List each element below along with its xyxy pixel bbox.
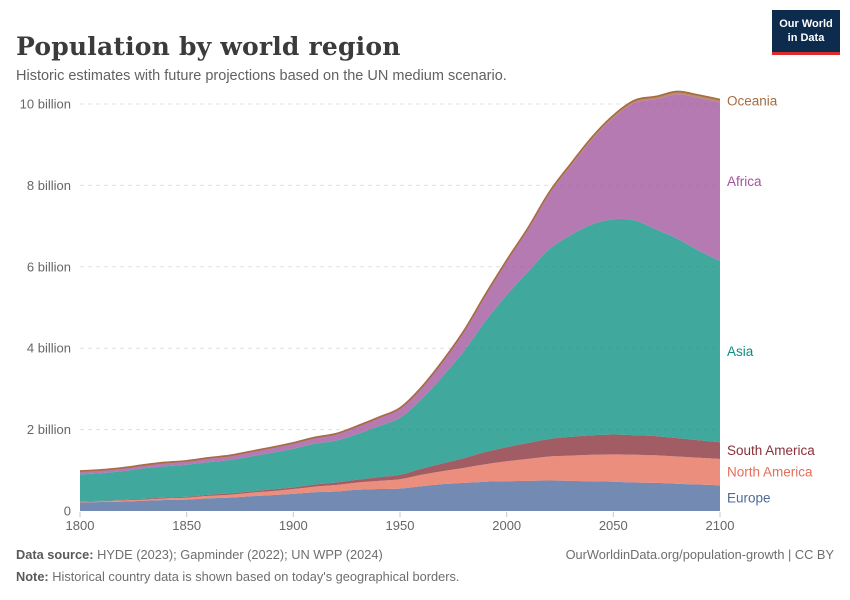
area-europe — [80, 480, 720, 511]
x-axis-label: 2100 — [706, 518, 735, 533]
total-top-line — [79, 90, 721, 472]
series-label-asia: Asia — [727, 344, 754, 359]
x-axis-label: 1850 — [172, 518, 201, 533]
x-axis-label: 1950 — [386, 518, 415, 533]
area-africa — [80, 94, 720, 475]
owid-logo-line2: in Data — [787, 32, 825, 45]
area-south-america — [80, 434, 720, 502]
series-label-europe: Europe — [727, 491, 771, 506]
note-text: Historical country data is shown based o… — [48, 569, 460, 584]
owid-logo: Our World in Data — [772, 10, 840, 55]
data-source-text: HYDE (2023); Gapminder (2022); UN WPP (2… — [93, 547, 383, 562]
footer-source-line: Data source: HYDE (2023); Gapminder (202… — [16, 547, 834, 562]
x-axis-label: 2000 — [492, 518, 521, 533]
x-axis-label: 2050 — [599, 518, 628, 533]
note-label: Note: — [16, 569, 49, 584]
y-axis-label: 4 billion — [27, 341, 71, 356]
x-axis-label: 1800 — [66, 518, 95, 533]
data-source-label: Data source: — [16, 547, 94, 562]
series-label-oceania: Oceania — [727, 94, 778, 109]
chart-subtitle: Historic estimates with future projectio… — [16, 67, 507, 84]
area-asia — [80, 218, 720, 502]
y-axis-label: 8 billion — [27, 178, 71, 193]
y-axis-label: 6 billion — [27, 259, 71, 274]
owid-cc-by-link[interactable]: OurWorldinData.org/population-growth | C… — [565, 547, 834, 562]
y-axis-label: 10 billion — [20, 97, 71, 112]
x-axis-label: 1900 — [279, 518, 308, 533]
y-axis-label: 2 billion — [27, 422, 71, 437]
area-north-america — [80, 454, 720, 503]
series-label-south-america: South America — [727, 443, 815, 458]
page-title: Population by world region — [16, 31, 401, 61]
owid-logo-line1: Our World — [779, 18, 833, 30]
series-label-north-america: North America — [727, 465, 813, 480]
footer-note-line: Note: Historical country data is shown b… — [16, 569, 834, 584]
y-axis-label: 0 — [64, 504, 71, 519]
series-label-africa: Africa — [727, 174, 762, 189]
